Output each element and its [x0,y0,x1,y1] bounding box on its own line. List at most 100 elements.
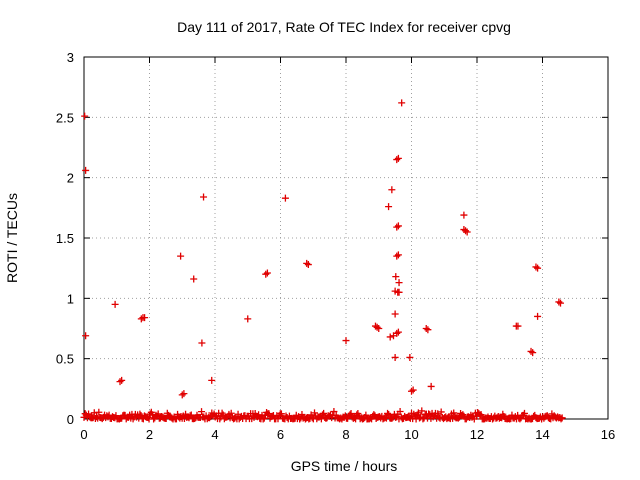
y-axis-label: ROTI / TECUs [4,193,20,283]
data-point [391,353,399,361]
baseline-point [320,409,328,417]
data-point [178,391,186,399]
y-tick-label: 2.5 [56,110,74,125]
baseline-point [520,409,528,417]
baseline-point [450,409,458,417]
x-tick-label: 0 [80,427,87,442]
baseline-point [477,411,485,419]
data-point [529,349,537,357]
data-point [391,310,399,318]
x-tick-label: 6 [277,427,284,442]
baseline-point [227,409,235,417]
data-point [111,300,119,308]
data-point [116,378,124,386]
baseline-point [396,407,404,415]
x-tick-label: 16 [601,427,615,442]
data-point [393,252,401,260]
baseline-point [93,413,101,421]
y-tick-label: 2 [67,171,74,186]
data-point [303,259,311,267]
baseline-point [412,415,420,423]
data-point [198,339,206,347]
data-point [263,269,271,277]
baseline-point [136,410,144,418]
data-point [393,329,401,337]
y-tick-label: 1 [67,291,74,306]
baseline-point [459,411,467,419]
x-tick-label: 14 [535,427,549,442]
data-point [82,166,90,174]
data-point [408,387,415,395]
y-tick-label: 3 [67,50,74,65]
data-point [244,315,252,323]
baseline-point [308,414,316,422]
data-point [534,264,542,272]
data-point [394,154,402,162]
data-point [555,298,563,306]
baseline-point [384,409,392,417]
data-point [208,376,216,384]
data-point [342,337,350,345]
data-point [118,376,126,384]
data-point [81,112,89,120]
grid-lines [84,57,608,419]
x-tick-label: 8 [342,427,349,442]
baseline-point [418,407,426,415]
x-axis-label: GPS time / hours [291,458,398,474]
data-point [82,332,90,340]
y-tick-label: 1.5 [56,231,74,246]
data-point [394,328,402,336]
data-point [393,156,401,164]
data-point [406,353,414,361]
data-point [395,288,403,296]
x-axis-tick-labels: 0 2 4 6 8 10 12 14 16 [80,427,615,442]
data-point [422,325,430,332]
data-point [393,223,401,231]
x-tick-label: 2 [146,427,153,442]
data-point [385,203,393,211]
data-point [394,222,402,230]
data-point [460,211,468,219]
baseline-point [347,410,355,418]
baseline-point [95,408,103,416]
data-point [373,323,381,331]
baseline-point [558,414,566,422]
baseline-point [311,409,319,417]
baseline-point [557,415,565,423]
data-point [462,227,470,235]
data-point [534,312,542,320]
data-point [409,386,417,394]
data-point [281,194,289,202]
y-axis-tick-labels: 0 0.5 1 1.5 2 2.5 3 [56,50,74,427]
baseline-point [388,414,396,422]
baseline-point [330,408,338,416]
y-tick-label: 0.5 [56,352,74,367]
x-tick-label: 10 [404,427,418,442]
data-point [190,275,198,283]
data-point [398,99,406,107]
data-point [395,279,403,287]
baseline-point [437,408,445,416]
data-points [80,99,566,423]
data-point [177,252,185,260]
data-point [527,347,535,355]
data-point [392,273,400,281]
baseline-point [405,413,413,421]
baseline-point [277,410,285,418]
data-point [532,263,540,271]
data-point [388,186,396,194]
x-tick-label: 4 [211,427,218,442]
data-point [304,261,312,269]
data-point [514,322,522,330]
data-point [375,325,383,332]
data-point [557,299,565,307]
data-point [262,270,270,278]
baseline-point [198,408,206,416]
data-point [386,333,394,341]
data-point [394,251,402,259]
baseline-point [255,411,263,419]
data-point [141,314,149,322]
data-point [427,382,435,390]
chart-title: Day 111 of 2017, Rate Of TEC Index for r… [177,19,511,35]
